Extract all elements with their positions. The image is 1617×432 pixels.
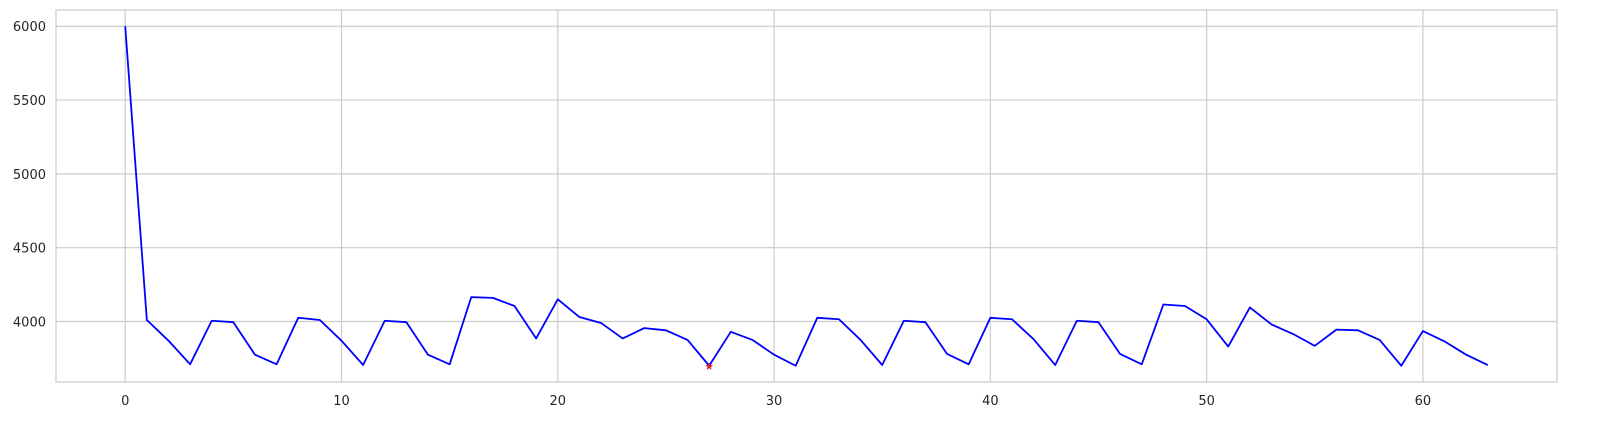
y-tick-label: 4500 bbox=[13, 242, 46, 257]
y-tick-label: 5500 bbox=[13, 94, 46, 109]
x-tick-label: 40 bbox=[982, 394, 999, 409]
grid bbox=[56, 10, 1557, 382]
x-tick-label: 60 bbox=[1415, 394, 1432, 409]
series-layer bbox=[124, 26, 1489, 367]
x-tick-label: 10 bbox=[333, 394, 350, 409]
y-tick-label: 6000 bbox=[13, 20, 46, 35]
x-tick-label: 50 bbox=[1198, 394, 1215, 409]
star-marker bbox=[705, 362, 714, 370]
plot-frame bbox=[55, 9, 1558, 383]
axis-ticks: 0 10 20 30 40 50 60 4000 4500 5000 5500 6000 bbox=[13, 20, 1431, 409]
x-tick-label: 0 bbox=[121, 394, 129, 409]
series-line bbox=[124, 26, 1489, 367]
marker-layer bbox=[705, 362, 714, 370]
x-tick-label: 20 bbox=[550, 394, 567, 409]
y-tick-label: 5000 bbox=[13, 168, 46, 183]
y-tick-label: 4000 bbox=[13, 315, 46, 330]
x-tick-label: 30 bbox=[766, 394, 783, 409]
